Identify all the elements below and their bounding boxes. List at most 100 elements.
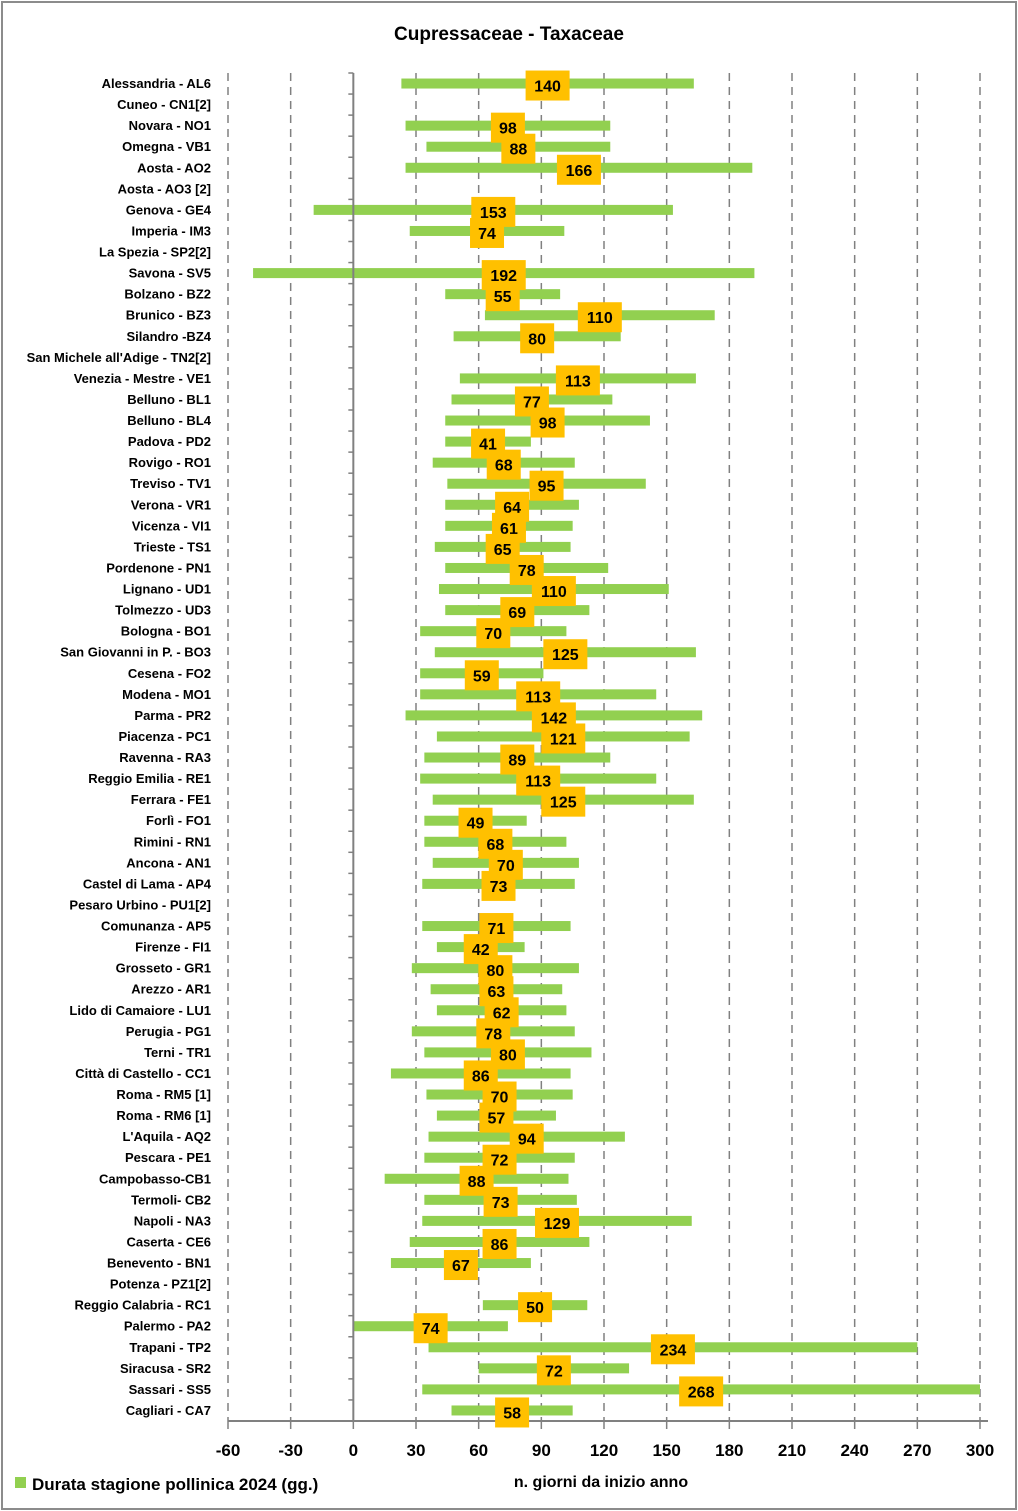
category-label: Campobasso-CB1: [99, 1171, 211, 1186]
category-label: Padova - PD2: [128, 434, 211, 449]
data-label-box: [520, 323, 555, 354]
category-label: Parma - PR2: [134, 708, 211, 723]
category-label: Cesena - FO2: [128, 666, 211, 681]
data-label: 80: [486, 963, 504, 980]
data-label: 62: [493, 1005, 511, 1022]
data-label: 113: [565, 373, 591, 390]
category-label: Lignano - UD1: [123, 582, 211, 597]
data-label: 74: [422, 1321, 440, 1338]
category-label: Comunanza - AP5: [101, 919, 211, 934]
category-label: La Spezia - SP2[2]: [99, 245, 211, 260]
category-label: Alessandria - AL6: [102, 76, 211, 91]
data-label: 55: [494, 289, 512, 306]
legend-label: Durata stagione pollinica 2024 (gg.): [32, 1475, 318, 1494]
data-label: 70: [491, 1090, 509, 1107]
category-label: Reggio Calabria - RC1: [74, 1298, 211, 1313]
data-label: 88: [509, 142, 527, 159]
data-label-box: [485, 281, 520, 312]
data-label-box: [531, 576, 576, 607]
gridlines: [227, 73, 981, 1421]
category-label: Palermo - PA2: [124, 1319, 211, 1334]
x-tick-label: 120: [590, 1441, 618, 1460]
data-label-box: [535, 1207, 579, 1238]
data-label: 98: [499, 121, 517, 138]
category-label: Pescara - PE1: [125, 1150, 211, 1165]
data-label: 142: [541, 710, 568, 727]
x-tick-label: 30: [407, 1441, 426, 1460]
x-tick-label: 210: [778, 1441, 806, 1460]
category-label: Perugia - PG1: [126, 1024, 211, 1039]
data-label: 59: [473, 668, 491, 685]
category-label: Siracusa - SR2: [120, 1361, 211, 1376]
data-label: 78: [484, 1026, 502, 1043]
data-label-box: [481, 870, 516, 901]
data-label-box: [556, 154, 601, 185]
data-label: 64: [503, 500, 521, 517]
category-label: Treviso - TV1: [130, 476, 211, 491]
x-tick-label: 90: [532, 1441, 551, 1460]
category-label: San Michele all'Adige - TN2[2]: [27, 350, 211, 365]
data-label: 192: [490, 268, 517, 285]
category-label: L'Aquila - AQ2: [122, 1129, 211, 1144]
category-label: Ferrara - FE1: [131, 792, 211, 807]
x-tick-label: 150: [652, 1441, 680, 1460]
data-label-box: [482, 1228, 517, 1259]
data-label: 69: [508, 605, 526, 622]
category-label: Modena - MO1: [122, 687, 211, 702]
data-label-box: [543, 639, 588, 670]
data-label: 68: [495, 458, 513, 475]
category-label: Città di Castello - CC1: [75, 1066, 211, 1081]
category-label: Forlì - FO1: [146, 813, 211, 828]
data-label: 125: [552, 647, 579, 664]
data-label: 57: [488, 1111, 506, 1128]
category-label: Aosta - AO3 [2]: [118, 181, 211, 196]
data-label-box: [443, 1250, 478, 1281]
category-label: Caserta - CE6: [126, 1234, 211, 1249]
category-label: Reggio Emilia - RE1: [88, 771, 211, 786]
x-tick-label: 270: [903, 1441, 931, 1460]
chart-title: Cupressaceae - Taxaceae: [394, 24, 624, 45]
data-label-box: [479, 1102, 514, 1133]
category-label: Belluno - BL1: [127, 392, 211, 407]
data-label: 153: [480, 205, 507, 222]
category-label: Silandro -BZ4: [126, 329, 211, 344]
data-label: 86: [491, 1237, 509, 1254]
x-tick-label: 60: [469, 1441, 488, 1460]
category-label: Savona - SV5: [129, 266, 211, 281]
legend-swatch: [15, 1477, 26, 1488]
data-label-box: [541, 723, 586, 754]
category-label: Imperia - IM3: [132, 223, 211, 238]
data-label: 121: [550, 731, 577, 748]
data-label: 88: [468, 1174, 486, 1191]
legend: Durata stagione pollinica 2024 (gg.): [15, 1475, 318, 1494]
data-label: 70: [484, 626, 502, 643]
x-tick-label: 300: [966, 1441, 994, 1460]
x-axis-title: n. giorni da inizio anno: [514, 1474, 688, 1491]
category-label: Castel di Lama - AP4: [83, 876, 212, 891]
category-label: Cagliari - CA7: [126, 1403, 211, 1418]
category-label: Pesaro Urbino - PU1[2]: [69, 897, 211, 912]
data-label-box: [464, 660, 499, 691]
data-label: 77: [523, 394, 541, 411]
category-label: Brunico - BZ3: [126, 308, 211, 323]
data-label: 110: [587, 310, 613, 327]
category-label: Rimini - RN1: [134, 834, 211, 849]
category-label: Ravenna - RA3: [119, 750, 211, 765]
data-label: 98: [539, 416, 557, 433]
category-label: Ancona - AN1: [126, 855, 211, 870]
bars: [253, 78, 980, 1416]
category-label: Trieste - TS1: [134, 539, 211, 554]
category-label: Firenze - FI1: [135, 940, 211, 955]
x-tick-label: -30: [278, 1441, 303, 1460]
data-label-box: [541, 786, 586, 817]
category-label: Roma - RM6 [1]: [116, 1108, 211, 1123]
data-label: 68: [486, 837, 504, 854]
data-label: 49: [467, 816, 485, 833]
category-label: Potenza - PZ1[2]: [110, 1277, 211, 1292]
data-label: 71: [488, 921, 506, 938]
data-label-box: [530, 407, 565, 438]
data-label: 95: [538, 479, 556, 496]
data-label-box: [518, 1292, 553, 1323]
data-label: 125: [550, 795, 577, 812]
